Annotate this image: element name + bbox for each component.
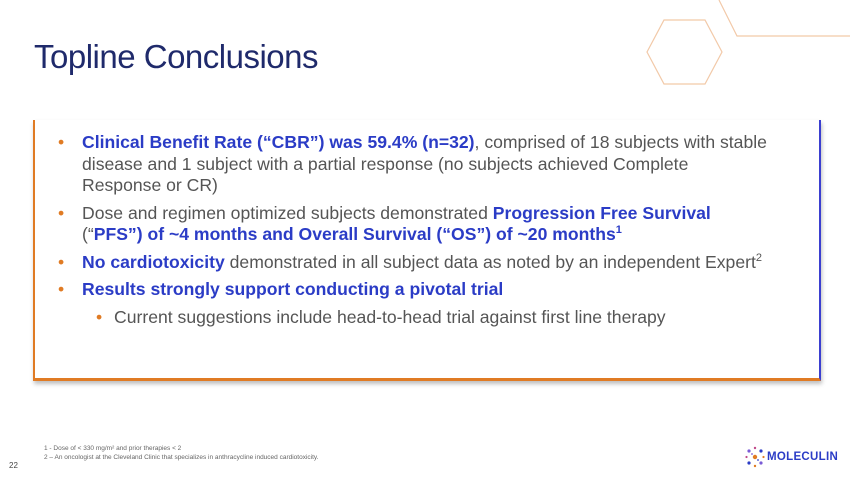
sub-bullet-suggestions: • Current suggestions include head-to-he…: [52, 307, 772, 329]
logo-text: MOLECULIN: [767, 451, 839, 463]
decorative-hexagon-lines: [646, 0, 850, 85]
bullet-cbr-highlight: Clinical Benefit Rate (“CBR”) was 59.4% …: [82, 132, 475, 152]
footnote-1: 1 - Dose of < 330 mg/m² and prior therap…: [44, 445, 182, 452]
molecule-icon: [745, 446, 765, 468]
bullet-cardiotoxicity: • No cardiotoxicity demonstrated in all …: [52, 252, 772, 274]
footnotes: 1 - Dose of < 330 mg/m² and prior therap…: [44, 444, 318, 462]
footnote-2: 2 – An oncologist at the Cleveland Clini…: [44, 454, 319, 461]
bullet-cardiotoxicity-text: demonstrated in all subject data as note…: [224, 251, 756, 272]
bullet-pivotal-trial: • Results strongly support conducting a …: [52, 279, 772, 301]
bullet-pivotal-trial-highlight: Results strongly support conducting a pi…: [82, 279, 504, 299]
content-box: [33, 120, 821, 381]
sub-bullet-text: Current suggestions include head-to-head…: [114, 306, 666, 327]
bullet-dot: •: [58, 251, 65, 272]
bullet-dot: •: [58, 279, 65, 299]
bullet-dot: •: [96, 306, 103, 327]
footnote-ref-2: 2: [755, 251, 762, 264]
bullet-pfs-highlight: Progression Free Survival: [492, 202, 711, 223]
bullet-cbr: • Clinical Benefit Rate (“CBR”) was 59.4…: [52, 132, 772, 197]
bullet-cbr-text: , comprised of 18 subjects with stable d…: [82, 132, 767, 195]
page-number: 22: [9, 461, 18, 470]
bullet-pfs: • Dose and regimen optimized subjects de…: [52, 203, 772, 246]
footnote-ref-1: 1: [615, 224, 622, 237]
moleculin-logo: MOLECULIN: [745, 446, 838, 468]
bullet-dot: •: [58, 202, 65, 223]
bullet-list: • Clinical Benefit Rate (“CBR”) was 59.4…: [52, 132, 772, 328]
bullet-dot: •: [58, 132, 65, 152]
bullet-cardiotoxicity-highlight: No cardiotoxicity: [82, 251, 225, 272]
bullet-pfs-text: Dose and regimen optimized subjects demo…: [82, 202, 493, 223]
bullet-pfs-highlight-2: PFS”) of ~4 months and Overall Survival …: [93, 224, 616, 244]
slide-title: Topline Conclusions: [34, 38, 319, 75]
bullet-pfs-quote: (“: [82, 224, 94, 244]
